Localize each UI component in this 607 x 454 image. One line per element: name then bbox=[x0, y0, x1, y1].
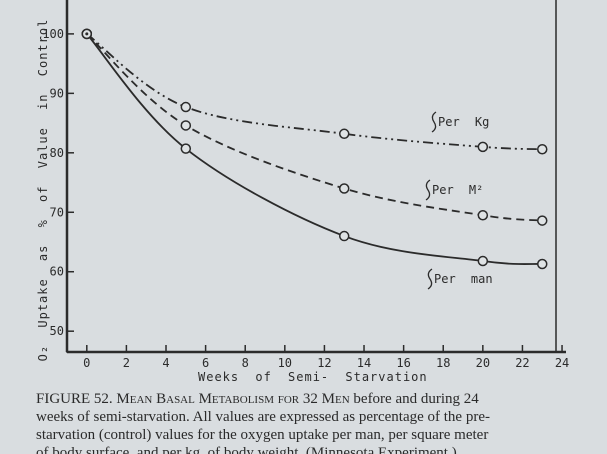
data-point bbox=[477, 255, 489, 267]
x-tick-label: 10 bbox=[278, 356, 292, 370]
label-leader bbox=[431, 111, 437, 133]
y-tick-label: 50 bbox=[50, 324, 64, 338]
y-tick-label: 90 bbox=[50, 86, 64, 100]
caption-text: before and during 24 bbox=[353, 391, 479, 407]
y-tick-label: 100 bbox=[42, 27, 64, 41]
x-tick-label: 4 bbox=[162, 356, 169, 370]
x-tick-label: 12 bbox=[317, 356, 331, 370]
series-label: Per man bbox=[434, 272, 493, 286]
data-point bbox=[536, 258, 548, 270]
data-point bbox=[338, 128, 350, 140]
x-tick-label: 14 bbox=[357, 356, 371, 370]
data-point bbox=[180, 120, 192, 131]
x-tick-label: 0 bbox=[83, 356, 90, 370]
x-tick-label: 8 bbox=[242, 356, 249, 370]
data-point bbox=[338, 230, 350, 242]
x-tick-label: 24 bbox=[555, 356, 569, 370]
y-axis-label: O₂ Uptake as % of Value in Control bbox=[36, 19, 50, 362]
y-tick-label: 70 bbox=[50, 205, 64, 219]
x-tick-label: 18 bbox=[436, 356, 450, 370]
caption-line: of body surface, and per kg. of body wei… bbox=[36, 445, 457, 454]
data-point bbox=[536, 215, 548, 226]
data-point bbox=[180, 101, 192, 113]
data-point-center bbox=[85, 32, 89, 36]
caption-figure: FIGURE 52. bbox=[36, 391, 113, 407]
x-tick-label: 16 bbox=[396, 356, 410, 370]
data-point bbox=[477, 141, 489, 153]
data-point bbox=[477, 209, 489, 221]
data-point bbox=[536, 143, 548, 155]
caption-line: weeks of semi-starvation. All values are… bbox=[36, 409, 490, 425]
caption-line: starvation (control) values for the oxyg… bbox=[36, 427, 488, 443]
data-point bbox=[338, 183, 350, 194]
x-tick-label: 2 bbox=[123, 356, 130, 370]
series-label: Per M² bbox=[432, 183, 483, 197]
series-line bbox=[86, 33, 543, 265]
x-tick-label: 20 bbox=[476, 356, 490, 370]
plot-frame bbox=[66, 0, 557, 353]
x-axis-label: Weeks of Semi- Starvation bbox=[198, 370, 428, 384]
series-label: Per Kg bbox=[438, 115, 489, 129]
y-tick-label: 60 bbox=[50, 265, 64, 279]
caption-line: FIGURE 52. Mean Basal Metabolism for 32 … bbox=[36, 391, 479, 407]
data-point bbox=[180, 143, 192, 154]
series-line bbox=[86, 33, 543, 151]
x-tick-label: 6 bbox=[202, 356, 209, 370]
label-leader bbox=[427, 268, 433, 290]
y-tick-label: 80 bbox=[50, 146, 64, 160]
label-leader bbox=[425, 179, 431, 201]
caption-heading: Mean Basal Metabolism for 32 Men bbox=[116, 391, 349, 407]
x-tick-label: 22 bbox=[515, 356, 529, 370]
